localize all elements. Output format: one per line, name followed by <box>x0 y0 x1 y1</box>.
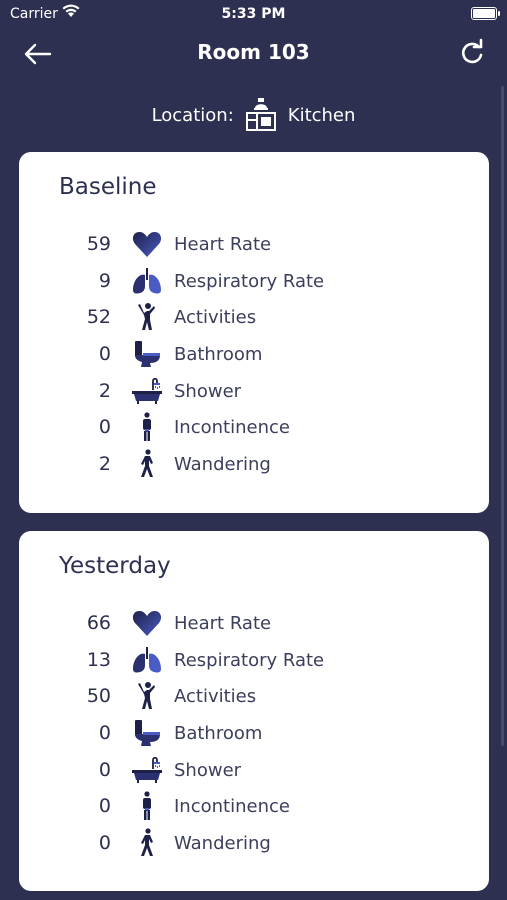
stat-label: Incontinence <box>174 796 290 818</box>
stat-value: 50 <box>86 685 111 708</box>
stat-row-respiratory-rate: 9 Respiratory Rate <box>19 264 489 301</box>
standing-person-icon <box>131 791 163 821</box>
refresh-icon[interactable] <box>457 38 487 68</box>
location-row: Location: Kitchen <box>0 98 507 132</box>
yesterday-stats-list: 66 Heart Rate 13 Respiratory Rate 50 Act… <box>19 606 489 863</box>
back-arrow-icon[interactable] <box>22 40 54 68</box>
stat-value: 52 <box>86 306 111 329</box>
stat-value: 0 <box>98 343 111 366</box>
lungs-icon <box>131 266 163 296</box>
stat-row-heart-rate: 59 Heart Rate <box>19 227 489 264</box>
stat-label: Bathroom <box>174 723 263 745</box>
stat-value: 66 <box>86 612 111 634</box>
stat-row-wandering: 2 Wandering <box>19 447 489 484</box>
stat-label: Shower <box>174 759 242 781</box>
stat-label: Heart Rate <box>174 613 272 634</box>
lungs-icon <box>131 645 163 675</box>
wifi-icon <box>62 4 80 17</box>
baseline-card: Baseline 59 Heart Rate 9 Respiratory Rat… <box>19 152 489 513</box>
status-time: 5:33 PM <box>221 6 286 22</box>
walking-person-icon <box>131 449 163 479</box>
nav-bar: Room 103 <box>0 30 507 76</box>
activity-person-icon <box>131 302 163 332</box>
activity-person-icon <box>131 681 163 711</box>
location-value: Kitchen <box>287 104 356 126</box>
stat-label: Wandering <box>174 454 271 476</box>
stat-label: Shower <box>174 380 242 402</box>
stat-label: Incontinence <box>174 417 290 439</box>
stat-row-activities: 50 Activities <box>19 679 489 716</box>
stat-label: Activities <box>174 686 257 708</box>
stat-row-shower: 2 Shower <box>19 374 489 411</box>
carrier-label: Carrier <box>10 6 58 22</box>
stat-value: 59 <box>86 233 111 255</box>
stat-label: Bathroom <box>174 344 263 366</box>
stat-label: Respiratory Rate <box>174 649 325 671</box>
heart-icon <box>131 229 163 259</box>
stat-row-heart-rate: 66 Heart Rate <box>19 606 489 643</box>
stat-value: 0 <box>98 722 111 745</box>
toilet-icon <box>131 718 163 748</box>
stat-value: 2 <box>98 379 111 402</box>
stat-value: 0 <box>98 832 111 855</box>
baseline-stats-list: 59 Heart Rate 9 Respiratory Rate 52 Acti… <box>19 227 489 484</box>
battery-icon <box>471 7 500 20</box>
walking-person-icon <box>131 828 163 858</box>
stat-row-incontinence: 0 Incontinence <box>19 410 489 447</box>
stat-row-bathroom: 0 Bathroom <box>19 337 489 374</box>
stat-label: Respiratory Rate <box>174 270 325 292</box>
stat-value: 0 <box>98 416 111 439</box>
stat-value: 2 <box>98 453 111 476</box>
stat-value: 0 <box>98 758 111 781</box>
stat-label: Activities <box>174 307 257 329</box>
stat-row-wandering: 0 Wandering <box>19 826 489 863</box>
standing-person-icon <box>131 412 163 442</box>
heart-icon <box>131 608 163 638</box>
stat-row-shower: 0 Shower <box>19 753 489 790</box>
stat-label: Wandering <box>174 833 271 855</box>
stat-row-bathroom: 0 Bathroom <box>19 716 489 753</box>
bathtub-icon <box>131 755 163 785</box>
status-bar: Carrier 5:33 PM <box>0 0 507 28</box>
yesterday-card: Yesterday 66 Heart Rate 13 Respiratory R… <box>19 531 489 891</box>
kitchen-icon <box>245 98 276 131</box>
stat-label: Heart Rate <box>174 234 272 255</box>
baseline-title: Baseline <box>59 174 157 200</box>
stat-row-incontinence: 0 Incontinence <box>19 789 489 826</box>
stat-value: 13 <box>86 648 111 671</box>
bathtub-icon <box>131 376 163 406</box>
stat-row-activities: 52 Activities <box>19 300 489 337</box>
stat-value: 0 <box>98 795 111 818</box>
yesterday-title: Yesterday <box>59 553 171 579</box>
scrollbar[interactable] <box>501 86 504 746</box>
stat-value: 9 <box>98 269 111 292</box>
stat-row-respiratory-rate: 13 Respiratory Rate <box>19 643 489 680</box>
location-label: Location: <box>151 104 234 126</box>
page-title: Room 103 <box>197 40 310 64</box>
toilet-icon <box>131 339 163 369</box>
